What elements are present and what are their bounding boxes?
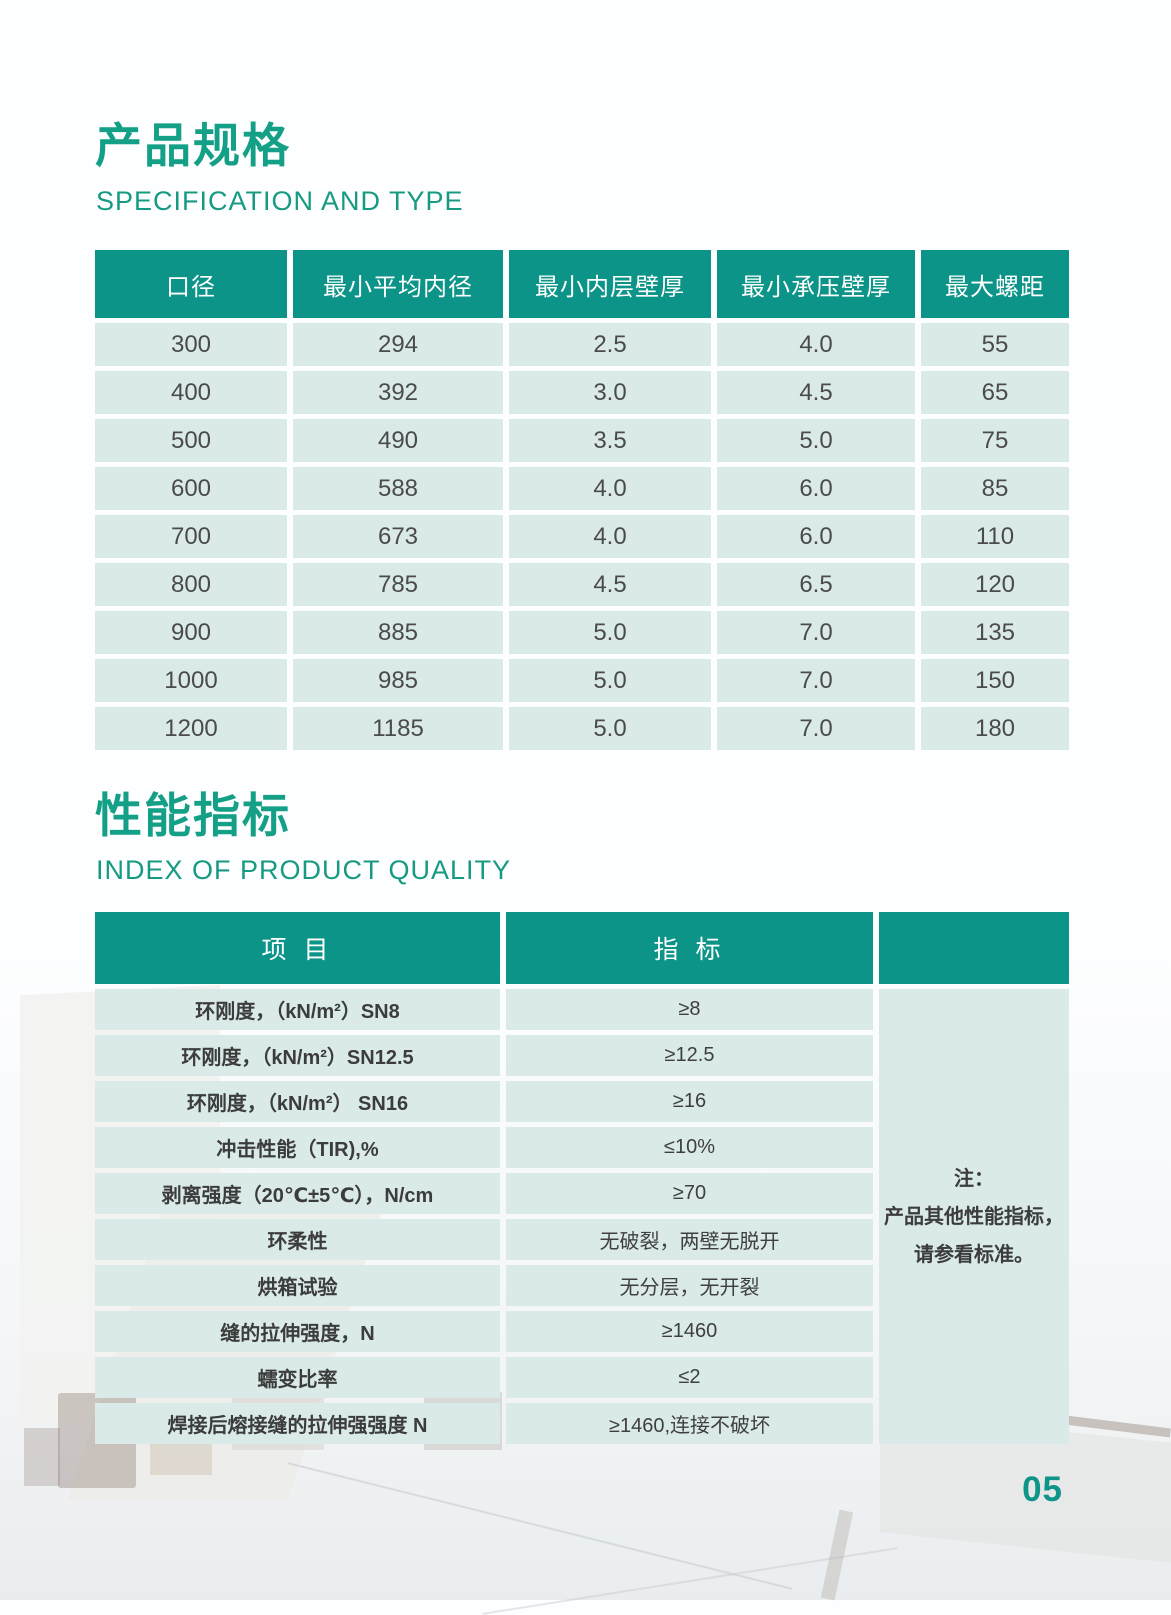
spec-header-cell: 最小内层壁厚	[509, 250, 711, 318]
spec-table-cell: 1185	[293, 707, 503, 750]
spec-table-cell: 900	[95, 611, 287, 654]
quality-item-cell: 冲击性能（TIR),%	[95, 1127, 500, 1168]
spec-table-row: 1000 985 5.0 7.0 150	[95, 659, 1069, 702]
quality-value-cell: ≥70	[506, 1173, 873, 1214]
quality-value-cell: ≥8	[506, 989, 873, 1030]
spec-table-cell: 4.0	[509, 467, 711, 510]
spec-table-cell: 500	[95, 419, 287, 462]
spec-table-row: 700 673 4.0 6.0 110	[95, 515, 1069, 558]
spec-header-row: 口径 最小平均内径 最小内层壁厚 最小承压壁厚 最大螺距	[95, 250, 1069, 318]
spec-table-cell: 300	[95, 323, 287, 366]
quality-item-cell: 蠕变比率	[95, 1357, 500, 1398]
spec-table-cell: 4.0	[509, 515, 711, 558]
quality-value-cell: 无破裂，两壁无脱开	[506, 1219, 873, 1260]
spec-table-cell: 150	[921, 659, 1069, 702]
spec-table-cell: 1200	[95, 707, 287, 750]
spec-header-cell: 最小承压壁厚	[717, 250, 915, 318]
spec-table-cell: 110	[921, 515, 1069, 558]
background-floor-seam-1	[287, 1462, 793, 1590]
spec-table-row: 1200 1185 5.0 7.0 180	[95, 707, 1069, 750]
spec-section-subtitle: SPECIFICATION AND TYPE	[96, 186, 464, 216]
quality-value-cell: ≥1460,连接不破坏	[506, 1403, 873, 1444]
spec-table-cell: 65	[921, 371, 1069, 414]
spec-table-cell: 4.5	[509, 563, 711, 606]
quality-item-cell: 环柔性	[95, 1219, 500, 1260]
quality-item-cell: 缝的拉伸强度，N	[95, 1311, 500, 1352]
spec-table-cell: 5.0	[717, 419, 915, 462]
spec-table-cell: 885	[293, 611, 503, 654]
spec-table-cell: 6.5	[717, 563, 915, 606]
spec-table-cell: 4.0	[717, 323, 915, 366]
spec-table-cell: 120	[921, 563, 1069, 606]
spec-table-row: 800 785 4.5 6.5 120	[95, 563, 1069, 606]
quality-note-header	[879, 912, 1069, 984]
quality-section-title: 性能指标	[95, 789, 291, 842]
quality-value-cell: ≥1460	[506, 1311, 873, 1352]
quality-item-cell: 烘箱试验	[95, 1265, 500, 1306]
spec-header-cell: 最大螺距	[921, 250, 1069, 318]
quality-value-cell: ≤10%	[506, 1127, 873, 1168]
spec-table-cell: 4.5	[717, 371, 915, 414]
spec-table-cell: 5.0	[509, 611, 711, 654]
quality-value-cell: ≥16	[506, 1081, 873, 1122]
spec-table-cell: 3.0	[509, 371, 711, 414]
spec-table-cell: 3.5	[509, 419, 711, 462]
quality-item-cell: 环刚度，（kN/m²） SN16	[95, 1081, 500, 1122]
quality-value-cell: ≤2	[506, 1357, 873, 1398]
quality-item-cell: 剥离强度（20℃±5℃），N/cm	[95, 1173, 500, 1214]
spec-header-cell: 最小平均内径	[293, 250, 503, 318]
quality-item-header: 项 目	[95, 912, 500, 984]
spec-table-row: 600 588 4.0 6.0 85	[95, 467, 1069, 510]
spec-table-row: 300 294 2.5 4.0 55	[95, 323, 1069, 366]
spec-table-cell: 6.0	[717, 515, 915, 558]
page-number: 05	[1022, 1470, 1063, 1509]
spec-table-cell: 7.0	[717, 659, 915, 702]
spec-table-cell: 1000	[95, 659, 287, 702]
quality-note-cell: 注： 产品其他性能指标， 请参看标准。	[879, 989, 1069, 1444]
spec-table-cell: 7.0	[717, 611, 915, 654]
spec-table-cell: 6.0	[717, 467, 915, 510]
spec-section-title: 产品规格	[95, 119, 291, 172]
spec-table-cell: 7.0	[717, 707, 915, 750]
spec-table-cell: 785	[293, 563, 503, 606]
quality-value-header: 指 标	[506, 912, 873, 984]
spec-table-cell: 985	[293, 659, 503, 702]
quality-column-values: 指 标 ≥8 ≥12.5 ≥16 ≤10% ≥70 无破裂，两壁无脱开 无分层，无开裂 ≥14…	[506, 912, 873, 1444]
spec-table-cell: 55	[921, 323, 1069, 366]
spec-table-cell: 588	[293, 467, 503, 510]
spec-table: 口径 最小平均内径 最小内层壁厚 最小承压壁厚 最大螺距 300 294 2.5 4.0 55 40…	[95, 250, 1069, 750]
spec-table-cell: 294	[293, 323, 503, 366]
spec-table-cell: 5.0	[509, 659, 711, 702]
quality-table: 项 目 环刚度，（kN/m²）SN8 环刚度，（kN/m²）SN12.5 环刚度，（…	[95, 912, 1069, 1444]
quality-item-cell: 环刚度，（kN/m²）SN12.5	[95, 1035, 500, 1076]
quality-column-items: 项 目 环刚度，（kN/m²）SN8 环刚度，（kN/m²）SN12.5 环刚度，（…	[95, 912, 500, 1444]
spec-table-cell: 85	[921, 467, 1069, 510]
quality-item-cell: 焊接后熔接缝的拉伸强强度 N	[95, 1403, 500, 1444]
spec-table-cell: 5.0	[509, 707, 711, 750]
background-small-device	[24, 1428, 60, 1486]
spec-table-row: 500 490 3.5 5.0 75	[95, 419, 1069, 462]
quality-value-cell: ≥12.5	[506, 1035, 873, 1076]
spec-table-cell: 600	[95, 467, 287, 510]
quality-value-cell: 无分层，无开裂	[506, 1265, 873, 1306]
spec-table-cell: 700	[95, 515, 287, 558]
quality-item-cell: 环刚度，（kN/m²）SN8	[95, 989, 500, 1030]
spec-header-cell: 口径	[95, 250, 287, 318]
spec-table-cell: 800	[95, 563, 287, 606]
spec-table-row: 900 885 5.0 7.0 135	[95, 611, 1069, 654]
spec-table-cell: 400	[95, 371, 287, 414]
spec-table-cell: 180	[921, 707, 1069, 750]
quality-section-subtitle: INDEX OF PRODUCT QUALITY	[96, 855, 512, 885]
spec-table-cell: 135	[921, 611, 1069, 654]
spec-table-cell: 490	[293, 419, 503, 462]
quality-column-note: 注： 产品其他性能指标， 请参看标准。	[879, 912, 1069, 1444]
spec-table-cell: 75	[921, 419, 1069, 462]
spec-table-cell: 2.5	[509, 323, 711, 366]
spec-table-cell: 392	[293, 371, 503, 414]
spec-table-cell: 673	[293, 515, 503, 558]
spec-table-row: 400 392 3.0 4.5 65	[95, 371, 1069, 414]
